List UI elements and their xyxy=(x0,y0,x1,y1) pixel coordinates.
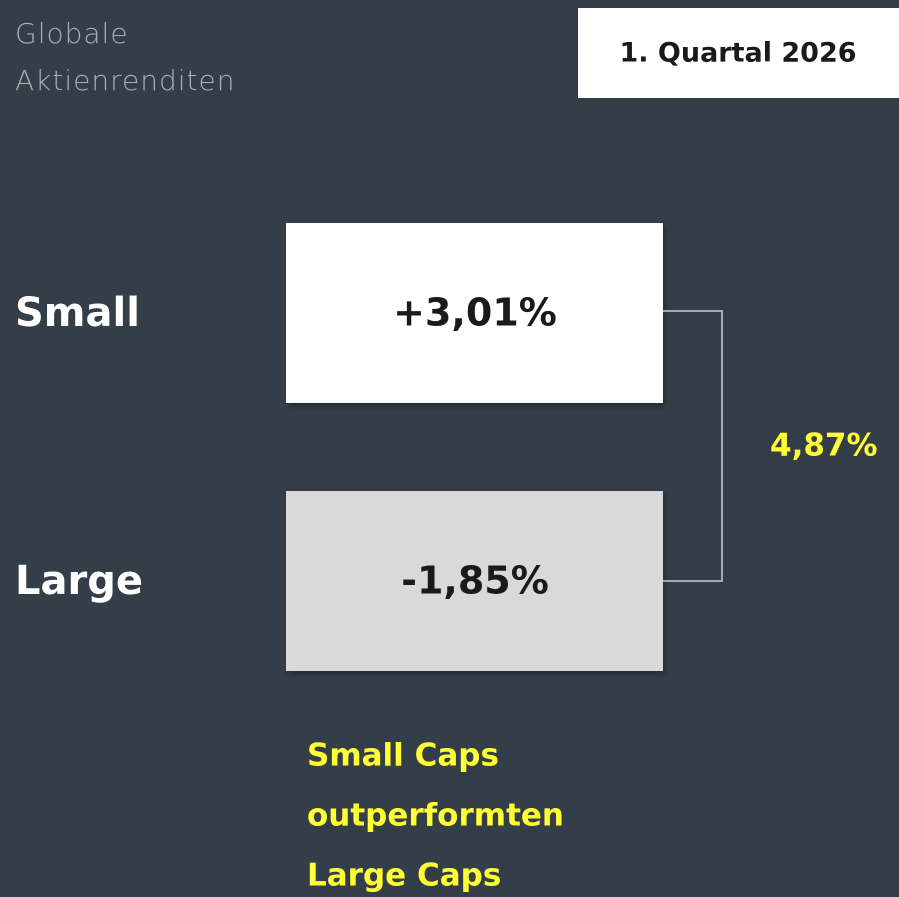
row-value: -1,85% xyxy=(401,559,549,603)
value-box xyxy=(286,223,663,403)
title-line: Globale xyxy=(15,17,129,50)
note-line: Small Caps xyxy=(307,738,499,774)
row-value: +3,01% xyxy=(393,291,557,335)
row-label: Large xyxy=(15,558,143,604)
difference: 4,87% xyxy=(770,428,878,464)
row-label: Small xyxy=(15,290,140,336)
badge-box xyxy=(578,8,899,98)
title-line: Aktienrenditen xyxy=(15,64,235,97)
badge: 1. Quartal 2026 xyxy=(619,38,856,69)
note-line: outperformten xyxy=(307,798,564,834)
value-box xyxy=(286,491,663,671)
bracket xyxy=(663,310,723,582)
note-line: Large Caps xyxy=(307,858,501,894)
